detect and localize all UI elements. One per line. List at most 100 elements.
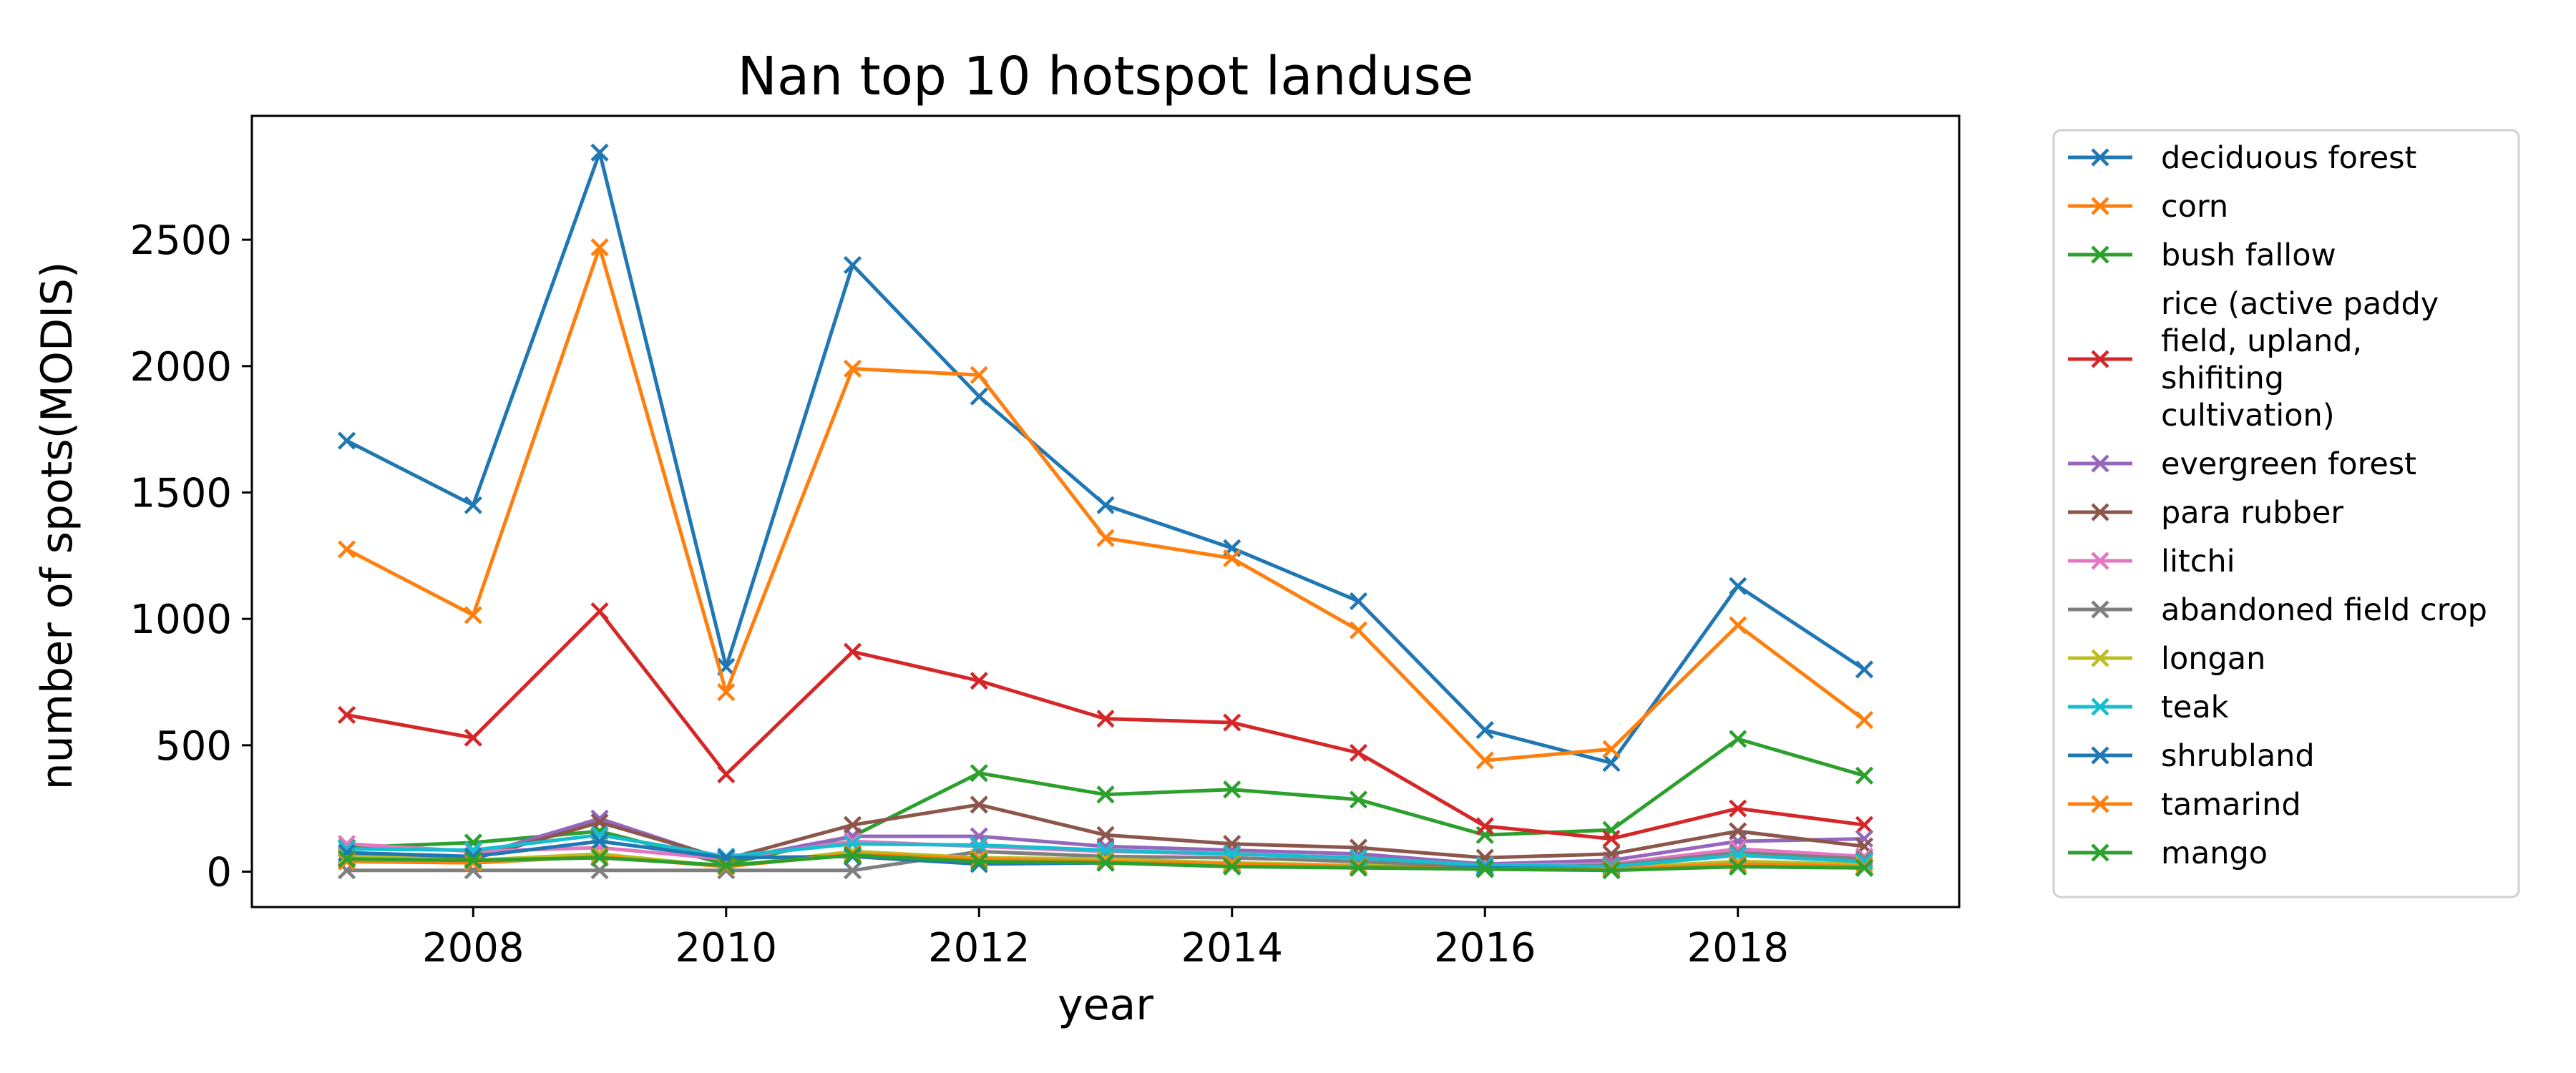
legend-label: mango xyxy=(2161,836,2268,871)
legend-label: rice (active paddy xyxy=(2161,286,2439,322)
x-tick-label: 2010 xyxy=(675,925,778,971)
data-point xyxy=(1349,621,1368,640)
data-point xyxy=(1223,780,1241,799)
legend-marker xyxy=(2091,843,2109,862)
legend-label: corn xyxy=(2161,189,2228,225)
legend-marker xyxy=(2091,600,2109,619)
data-point xyxy=(337,850,356,868)
data-point xyxy=(717,683,736,702)
x-tick-label: 2016 xyxy=(1434,925,1536,971)
x-tick-label: 2014 xyxy=(1181,925,1283,971)
legend: deciduous forest corn bush fallow rice (act… xyxy=(2052,129,2520,898)
data-point xyxy=(1475,751,1494,770)
legend-label: longan xyxy=(2161,641,2265,677)
data-point xyxy=(1729,822,1747,841)
data-point xyxy=(1855,815,1874,834)
data-point xyxy=(1223,549,1241,567)
series-1 xyxy=(337,238,1874,770)
data-point xyxy=(1855,858,1874,877)
legend-entry-7: abandoned field crop xyxy=(2068,592,2487,628)
y-tick-label: 2000 xyxy=(130,344,232,391)
legend-label: shrubland xyxy=(2161,738,2315,774)
data-point xyxy=(843,861,862,880)
legend-marker xyxy=(2091,795,2109,813)
data-point xyxy=(1729,855,1747,873)
x-tick-label: 2008 xyxy=(422,925,525,971)
data-point xyxy=(464,496,482,514)
data-point xyxy=(843,846,862,865)
data-point xyxy=(1096,529,1115,547)
data-point xyxy=(1602,740,1621,758)
data-point xyxy=(1729,616,1747,635)
legend-entry-2: bush fallow xyxy=(2068,237,2336,273)
legend-label: shifiting xyxy=(2161,361,2284,396)
data-point xyxy=(717,856,736,875)
data-point xyxy=(970,852,988,871)
legend-marker xyxy=(2091,552,2109,570)
legend-label: litchi xyxy=(2161,544,2235,579)
data-point xyxy=(1223,713,1241,732)
legend-entry-5: para rubber xyxy=(2068,495,2343,531)
legend-marker xyxy=(2091,245,2109,264)
y-tick-label: 0 xyxy=(206,850,232,896)
legend-marker xyxy=(2091,746,2109,765)
legend-label: bush fallow xyxy=(2161,237,2336,273)
data-point xyxy=(970,366,988,384)
data-point xyxy=(1349,858,1368,877)
y-tick-label: 2500 xyxy=(130,217,232,264)
legend-label: para rubber xyxy=(2161,495,2343,531)
data-point xyxy=(1475,860,1494,878)
data-point xyxy=(337,431,356,450)
y-axis-label: number of spots(MODIS) xyxy=(32,262,82,790)
legend-label: deciduous forest xyxy=(2161,140,2416,176)
data-point xyxy=(970,672,988,690)
data-point xyxy=(1223,857,1241,876)
data-point xyxy=(1096,496,1115,514)
data-point xyxy=(1729,857,1747,876)
legend-entry-11: tamarind xyxy=(2068,787,2301,823)
data-point xyxy=(337,540,356,559)
y-tick-label: 1500 xyxy=(130,470,232,516)
legend-entry-10: shrubland xyxy=(2068,738,2315,774)
data-point xyxy=(1096,853,1115,872)
data-point xyxy=(1096,825,1115,844)
legend-marker xyxy=(2091,649,2109,667)
legend-entry-9: teak xyxy=(2068,690,2229,725)
data-point xyxy=(590,602,609,621)
data-point xyxy=(590,848,609,867)
data-point xyxy=(464,606,482,624)
data-point xyxy=(1096,710,1115,728)
legend-entry-6: litchi xyxy=(2068,544,2235,579)
legend-marker xyxy=(2091,454,2109,473)
data-point xyxy=(590,832,609,851)
data-point xyxy=(1223,855,1241,873)
data-point xyxy=(1349,790,1368,809)
series-2 xyxy=(337,730,1874,873)
data-point xyxy=(970,836,988,855)
legend-label: cultivation) xyxy=(2161,398,2335,433)
data-point xyxy=(1096,785,1115,804)
legend-entry-0: deciduous forest xyxy=(2068,140,2416,176)
data-point xyxy=(1855,766,1874,785)
data-point xyxy=(1475,817,1494,836)
legend-entry-8: longan xyxy=(2068,641,2265,677)
plot-area: 2008 2010 2012 2014 2016 2018 0 500 1000 1500 2000… xyxy=(130,114,1961,971)
legend-marker xyxy=(2091,503,2109,521)
chart-title: Nan top 10 hotspot landuse xyxy=(738,46,1474,107)
data-point xyxy=(843,359,862,378)
y-tick-label: 1000 xyxy=(130,597,232,643)
data-point xyxy=(1729,799,1747,818)
data-point xyxy=(1729,577,1747,595)
data-point xyxy=(1602,753,1621,773)
series-12 xyxy=(337,846,1874,880)
data-point xyxy=(1855,710,1874,730)
data-point xyxy=(970,387,988,406)
legend-box xyxy=(2052,129,2520,898)
legend-label: tamarind xyxy=(2161,787,2301,823)
legend-marker xyxy=(2091,148,2109,167)
data-point xyxy=(970,764,988,783)
data-point xyxy=(590,238,609,257)
data-point xyxy=(590,143,609,162)
data-point xyxy=(1602,861,1621,880)
